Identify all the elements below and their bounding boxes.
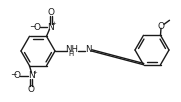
Text: +: + [33,70,37,75]
Text: O: O [33,23,40,32]
Text: O: O [47,8,54,17]
Text: O: O [28,85,35,94]
Text: O: O [14,71,21,80]
Text: N: N [28,71,35,80]
Text: O: O [158,22,165,31]
Text: H: H [68,52,74,58]
Text: −: − [30,22,36,31]
Text: NH: NH [66,45,79,54]
Text: N: N [85,45,91,54]
Text: +: + [52,21,56,26]
Text: N: N [47,23,54,32]
Text: −: − [11,70,17,79]
